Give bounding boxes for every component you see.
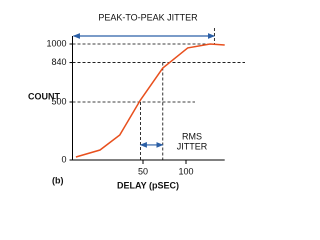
line-series — [75, 43, 225, 158]
chart-title: PEAK-TO-PEAK JITTER — [98, 12, 198, 22]
rms-label: JITTER — [177, 141, 208, 151]
chart: PEAK-TO-PEAK JITTER COUNT (b) DELAY (pSE… — [28, 12, 245, 190]
y-tick-label: 0 — [61, 154, 66, 164]
x-axis-label: DELAY (pSEC) — [117, 180, 179, 190]
rms-label: RMS — [182, 131, 202, 141]
y-tick-label: 1000 — [46, 38, 66, 48]
y-tick-label: 500 — [51, 96, 66, 106]
y-axis-label: COUNT — [28, 91, 60, 101]
x-tick-label: 50 — [138, 166, 148, 176]
x-tick-label: 100 — [178, 166, 193, 176]
y-tick-label: 840 — [51, 57, 66, 67]
panel-label: (b) — [52, 175, 64, 185]
